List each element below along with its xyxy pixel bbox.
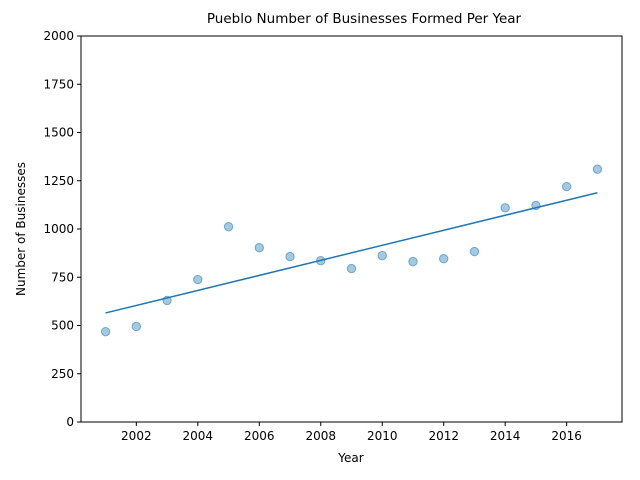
y-tick-label-1500: 1500 (43, 126, 74, 140)
y-axis-label: Number of Businesses (14, 162, 28, 296)
x-axis-label: Year (337, 451, 363, 465)
data-point-2014 (500, 203, 510, 213)
axes-frame (80, 35, 623, 423)
trend-line (105, 191, 598, 314)
x-tick-label-2010: 2010 (367, 429, 398, 443)
y-tick-label-750: 750 (51, 270, 74, 284)
data-point-2009 (346, 263, 357, 274)
data-point-2013 (469, 246, 480, 257)
y-tick-label-500: 500 (51, 319, 74, 333)
y-tick-label-1250: 1250 (43, 174, 74, 188)
x-tick-label-2008: 2008 (305, 429, 336, 443)
data-point-2016 (561, 181, 572, 192)
x-tick-label-2012: 2012 (428, 429, 459, 443)
data-point-2005 (223, 221, 234, 232)
y-tick-label-1750: 1750 (43, 77, 74, 91)
data-point-2004 (193, 274, 203, 285)
x-tick-label-2002: 2002 (121, 429, 152, 443)
y-tick-label-250: 250 (51, 367, 74, 381)
data-point-2001 (100, 326, 111, 337)
data-point-2006 (254, 243, 264, 253)
data-point-2010 (377, 250, 387, 261)
plot-area: 2002 2004 2006 2008 2010 2012 2014 2016 0 250 500 7… (43, 29, 623, 443)
data-point-2017 (592, 164, 603, 174)
y-tick-label-0: 0 (66, 415, 74, 429)
x-tick-label-2006: 2006 (244, 429, 275, 443)
x-tick-label-2004: 2004 (183, 429, 214, 443)
data-point-2011 (408, 256, 418, 267)
data-point-2007 (285, 251, 295, 262)
chart-title: Pueblo Number of Businesses Formed Per Y… (207, 11, 522, 27)
y-tick-label-1000: 1000 (43, 222, 74, 236)
x-tick-label-2014: 2014 (490, 429, 521, 443)
y-tick-label-2000: 2000 (43, 29, 74, 43)
data-point-2012 (439, 254, 449, 264)
data-point-2002 (131, 321, 142, 332)
x-tick-label-2016: 2016 (551, 429, 582, 443)
